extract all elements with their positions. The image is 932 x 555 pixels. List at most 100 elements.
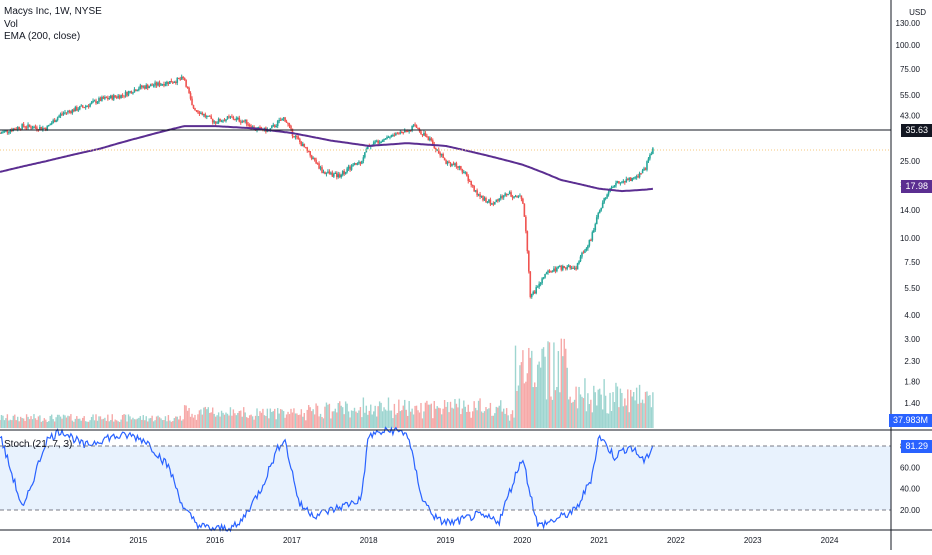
- price-candle: [635, 176, 638, 178]
- ema-legend[interactable]: EMA (200, close): [4, 31, 81, 42]
- price-candle: [102, 97, 105, 99]
- symbol-legend[interactable]: Macys Inc, 1W, NYSE: [4, 6, 102, 17]
- volume-bar: [438, 407, 440, 428]
- volume-bar: [328, 403, 331, 428]
- volume-bar: [238, 411, 240, 428]
- volume-bar: [24, 420, 26, 428]
- price-candle: [90, 102, 93, 104]
- volume-bar: [507, 415, 509, 428]
- volume-bar: [364, 412, 366, 428]
- price-axis-tick: 4.00: [904, 311, 920, 320]
- volume-bar: [532, 387, 534, 428]
- volume-bar: [536, 364, 539, 428]
- volume-bar: [228, 415, 230, 428]
- price-candle: [618, 181, 620, 184]
- price-candle: [516, 196, 518, 198]
- volume-bar: [432, 418, 434, 428]
- volume-bar: [386, 410, 388, 428]
- price-candle: [80, 105, 83, 107]
- volume-legend[interactable]: Vol: [4, 19, 18, 30]
- price-candle: [400, 132, 403, 134]
- price-candle: [204, 114, 207, 117]
- price-candle: [637, 176, 639, 178]
- volume-bar: [446, 402, 449, 428]
- volume-bar: [457, 407, 459, 428]
- volume-bar: [319, 413, 322, 428]
- volume-bar: [547, 341, 549, 428]
- volume-bar: [204, 406, 207, 428]
- stoch-legend[interactable]: Stoch (21, 7, 3): [4, 439, 73, 450]
- price-candle: [510, 192, 512, 197]
- volume-bar: [618, 407, 620, 428]
- price-candle: [480, 196, 483, 198]
- volume-bar: [164, 416, 167, 428]
- volume-bar: [241, 416, 243, 428]
- volume-bar: [11, 420, 13, 428]
- price-candle: [539, 283, 542, 285]
- price-candle: [575, 267, 577, 270]
- volume-bar: [144, 420, 146, 428]
- volume-bar: [148, 418, 150, 428]
- volume-bar: [118, 421, 121, 428]
- volume-bar: [551, 399, 554, 428]
- price-candle: [451, 163, 453, 166]
- price-candle: [132, 92, 134, 94]
- volume-bar: [404, 399, 406, 428]
- volume-bar: [302, 416, 304, 428]
- price-candle: [389, 136, 391, 138]
- price-candle: [160, 84, 162, 86]
- volume-bar: [130, 419, 133, 428]
- price-candle: [622, 181, 625, 183]
- price-candle: [189, 93, 192, 99]
- price-candle: [640, 173, 642, 175]
- price-candle: [53, 120, 56, 123]
- volume-bar: [401, 410, 403, 428]
- price-candle: [112, 95, 115, 100]
- price-candle: [337, 174, 340, 178]
- volume-bar: [399, 411, 402, 428]
- volume-bar: [513, 417, 515, 428]
- volume-bar: [253, 419, 255, 428]
- volume-bar: [610, 411, 613, 428]
- volume-bar: [192, 417, 195, 428]
- price-candle: [594, 224, 597, 231]
- price-candle: [525, 216, 527, 232]
- volume-bar: [362, 397, 365, 428]
- price-candle: [13, 128, 16, 130]
- volume-bar: [183, 405, 186, 428]
- price-candle: [39, 126, 41, 131]
- volume-bar: [469, 411, 471, 428]
- volume-bar: [70, 414, 72, 428]
- volume-bar: [138, 417, 140, 428]
- price-candle: [73, 109, 75, 112]
- time-axis-label: 2014: [53, 536, 71, 545]
- volume-bar: [570, 402, 573, 428]
- volume-bar: [504, 413, 506, 428]
- price-candle: [511, 196, 514, 198]
- volume-bar: [637, 403, 639, 428]
- price-candle: [514, 196, 517, 198]
- price-candle: [612, 186, 614, 188]
- price-candle: [590, 240, 592, 242]
- volume-bar: [541, 348, 543, 428]
- price-candle: [626, 179, 629, 181]
- volume-bar: [601, 409, 604, 428]
- volume-bar: [158, 417, 161, 428]
- price-candle: [334, 172, 337, 174]
- price-candle: [340, 174, 343, 178]
- price-candle: [553, 268, 555, 272]
- volume-bar: [84, 421, 87, 428]
- volume-bar: [266, 408, 269, 428]
- price-candle: [154, 82, 156, 86]
- price-candle: [491, 203, 493, 205]
- price-candle: [474, 190, 477, 192]
- volume-bar: [147, 421, 149, 428]
- price-candle: [207, 115, 210, 117]
- price-candle: [473, 185, 475, 192]
- price-candle: [547, 270, 549, 273]
- price-candle: [96, 101, 99, 104]
- price-axis-tick: 5.50: [904, 284, 920, 293]
- volume-bar: [115, 420, 118, 428]
- volume-bar: [500, 400, 502, 428]
